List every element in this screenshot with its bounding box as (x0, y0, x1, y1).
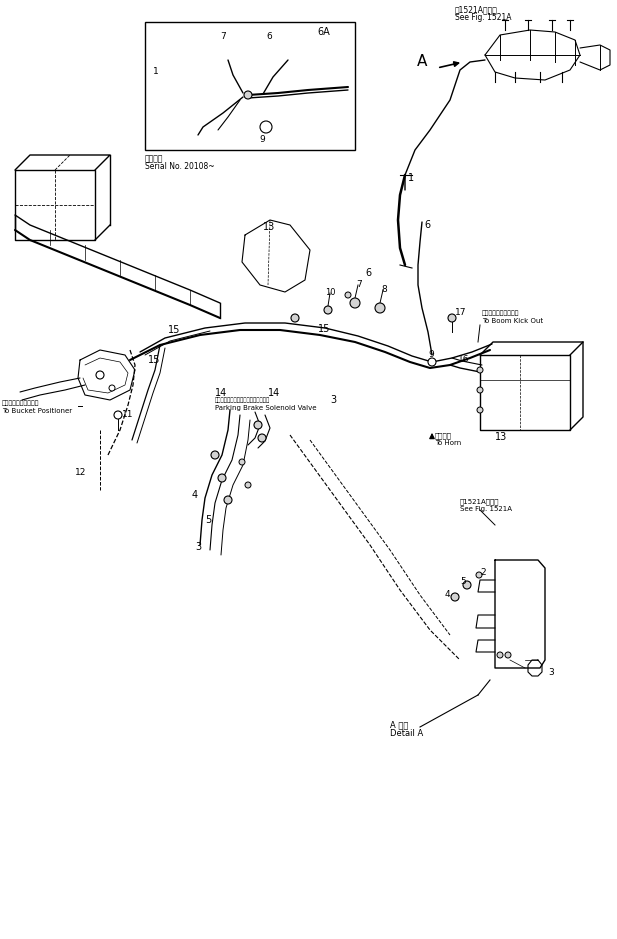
Text: 6: 6 (424, 220, 430, 230)
Circle shape (375, 303, 385, 313)
Text: バケットポジショナへ: バケットポジショナへ (2, 400, 39, 406)
Text: 9: 9 (428, 350, 434, 359)
Text: A 詳細: A 詳細 (390, 720, 408, 729)
Circle shape (224, 496, 232, 504)
Text: ブームキックアウトへ: ブームキックアウトへ (482, 310, 520, 316)
Circle shape (239, 459, 245, 465)
Circle shape (345, 292, 351, 298)
Text: 1: 1 (153, 67, 159, 76)
Text: 9: 9 (259, 135, 265, 144)
Text: See Fig. 1521A: See Fig. 1521A (460, 506, 512, 512)
Text: 3: 3 (330, 395, 336, 405)
Text: 7: 7 (356, 280, 362, 289)
Text: 7: 7 (220, 32, 226, 41)
Circle shape (505, 652, 511, 658)
Text: 15: 15 (168, 325, 180, 335)
Text: 13: 13 (263, 222, 275, 232)
Circle shape (218, 474, 226, 482)
Text: ホーンへ: ホーンへ (435, 432, 452, 439)
Circle shape (463, 581, 471, 589)
Text: 13: 13 (495, 432, 507, 442)
Circle shape (497, 652, 503, 658)
Circle shape (244, 91, 252, 99)
Text: 6: 6 (266, 32, 271, 41)
Text: 15: 15 (318, 324, 330, 334)
Circle shape (477, 407, 483, 413)
Text: A: A (417, 54, 427, 69)
Circle shape (451, 593, 459, 601)
Circle shape (96, 371, 104, 379)
Text: 16: 16 (458, 355, 470, 364)
Circle shape (448, 314, 456, 322)
Text: 12: 12 (75, 468, 86, 477)
Circle shape (260, 121, 272, 133)
Circle shape (350, 298, 360, 308)
Text: パーキングブレーキソレノイドバルブ: パーキングブレーキソレノイドバルブ (215, 397, 270, 403)
Circle shape (245, 482, 251, 488)
Text: 4: 4 (445, 590, 450, 599)
Text: 15: 15 (148, 355, 160, 365)
Circle shape (114, 411, 122, 419)
Text: See Fig. 1521A: See Fig. 1521A (455, 13, 511, 22)
Text: 14: 14 (215, 388, 227, 398)
Text: Detail A: Detail A (390, 729, 423, 738)
Text: To Boom Kick Out: To Boom Kick Out (482, 318, 543, 324)
Text: 17: 17 (455, 308, 466, 317)
Text: 適用番号: 適用番号 (145, 154, 164, 163)
Circle shape (291, 314, 299, 322)
Text: 11: 11 (122, 410, 133, 419)
Text: 第1521Aご参照: 第1521Aご参照 (460, 498, 500, 504)
Circle shape (211, 451, 219, 459)
Circle shape (476, 572, 482, 578)
Circle shape (477, 387, 483, 393)
Text: 4: 4 (192, 490, 198, 500)
Text: 14: 14 (268, 388, 280, 398)
Bar (145, 22, 355, 150)
Text: 8: 8 (381, 285, 387, 294)
Text: 6: 6 (365, 268, 371, 278)
Text: 1: 1 (408, 173, 414, 183)
Text: Parking Brake Solenoid Valve: Parking Brake Solenoid Valve (215, 405, 317, 411)
Text: 10: 10 (325, 288, 336, 297)
Text: 3: 3 (195, 542, 201, 552)
Text: 6A: 6A (317, 27, 329, 37)
Text: To Bucket Positioner: To Bucket Positioner (2, 408, 72, 414)
Circle shape (324, 306, 332, 314)
Circle shape (477, 367, 483, 373)
Text: Serial No. 20108~: Serial No. 20108~ (145, 162, 215, 171)
Circle shape (258, 434, 266, 442)
Circle shape (428, 358, 436, 366)
Circle shape (254, 421, 262, 429)
Text: 3: 3 (548, 668, 553, 677)
Text: 5: 5 (460, 577, 466, 586)
Text: 2: 2 (480, 568, 486, 577)
Text: To Horn: To Horn (435, 440, 462, 446)
Circle shape (109, 385, 115, 391)
Text: 5: 5 (205, 515, 211, 525)
Text: 第1521A図参照: 第1521A図参照 (455, 5, 498, 14)
